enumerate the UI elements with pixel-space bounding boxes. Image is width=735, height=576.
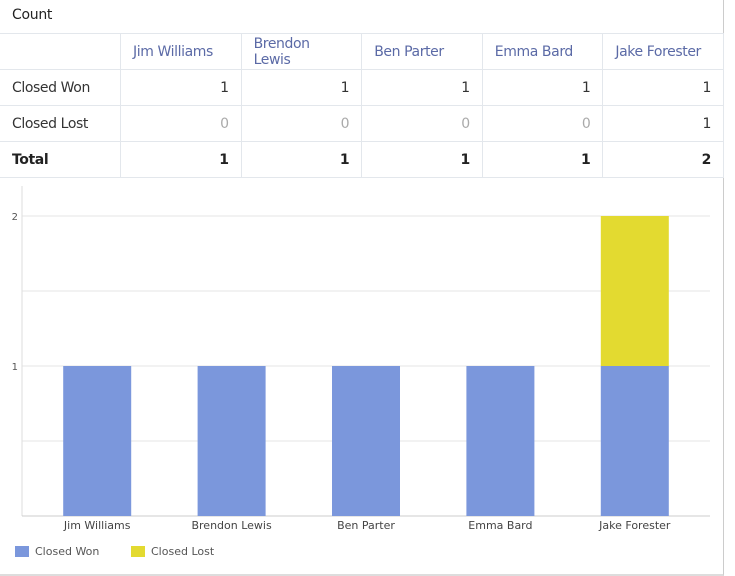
legend-label: Closed Lost (151, 545, 215, 558)
column-header[interactable]: Ben Parter (361, 33, 483, 70)
cell: 1 (602, 105, 724, 142)
x-tick-label: Brendon Lewis (191, 519, 272, 532)
total-row: Total 1 1 1 1 2 (0, 141, 724, 178)
bar-closed-won (197, 366, 266, 516)
cell: 0 (240, 105, 363, 142)
x-tick-label: Jake Forester (598, 519, 671, 532)
cell: 1 (602, 69, 724, 106)
column-header[interactable]: Jim Williams (120, 33, 242, 70)
cell: 1 (481, 141, 604, 178)
cell: 1 (240, 141, 363, 178)
bar-closed-won (332, 366, 400, 516)
bar-closed-won (600, 366, 669, 516)
cell: 1 (481, 69, 604, 106)
panel-title: Count (12, 7, 53, 23)
cell: 1 (120, 141, 242, 178)
cell: 0 (481, 105, 604, 142)
cell: 1 (120, 69, 242, 106)
legend-swatch (131, 546, 145, 557)
bar-closed-won (63, 366, 132, 516)
corner-cell (0, 33, 121, 70)
cell: 1 (361, 69, 483, 106)
bar-closed-lost (600, 216, 669, 366)
stacked-bar-chart: 1 2 Jim Williams Brendon Lewis Ben Parter Emm… (12, 186, 710, 532)
column-header[interactable]: Jake Forester (602, 33, 724, 70)
x-tick-label: Ben Parter (337, 519, 395, 532)
cell: 1 (361, 141, 483, 178)
legend-swatch (15, 546, 29, 557)
cell: 0 (361, 105, 483, 142)
legend-item-closed-won[interactable]: Closed Won (15, 545, 99, 558)
bar-closed-won (466, 366, 535, 516)
column-header[interactable]: Emma Bard (481, 33, 604, 70)
table-row: Closed Won 1 1 1 1 1 (0, 69, 724, 106)
cell: 0 (120, 105, 242, 142)
column-header[interactable]: Brendon Lewis (240, 33, 363, 70)
cell: 2 (602, 141, 724, 178)
legend-item-closed-lost[interactable]: Closed Lost (131, 545, 214, 558)
table-header-row: Jim Williams Brendon Lewis Ben Parter Em… (0, 33, 724, 70)
row-label: Closed Lost (0, 105, 121, 142)
row-label: Closed Won (0, 69, 121, 106)
y-tick-label: 2 (12, 212, 18, 223)
pivot-table: Jim Williams Brendon Lewis Ben Parter Em… (0, 33, 724, 178)
table-row: Closed Lost 0 0 0 0 1 (0, 105, 724, 142)
row-label: Total (0, 141, 121, 178)
x-tick-label: Jim Williams (63, 519, 131, 532)
x-tick-label: Emma Bard (468, 519, 532, 532)
y-tick-label: 1 (12, 362, 18, 373)
cell: 1 (240, 69, 363, 106)
legend-label: Closed Won (35, 545, 100, 558)
